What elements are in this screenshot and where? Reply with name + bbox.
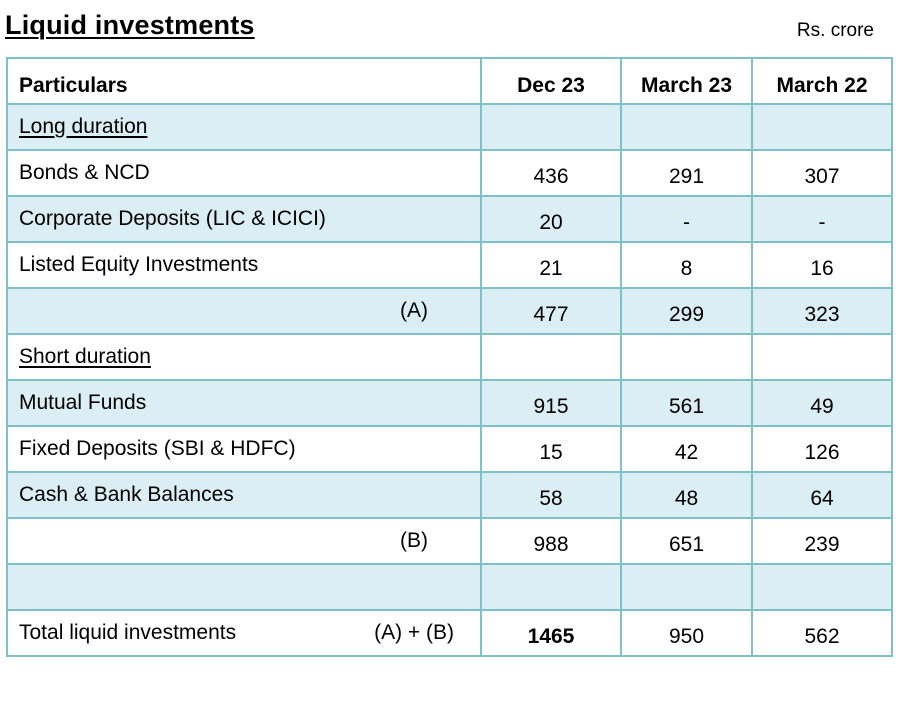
total-value-cell: 562: [751, 609, 893, 657]
page-title: Liquid investments: [5, 10, 255, 40]
value-cell: 20: [480, 195, 622, 243]
table-row: (A) 477 299 323: [6, 287, 893, 335]
table-row: Cash & Bank Balances 58 48 64: [6, 471, 893, 519]
table-row: Fixed Deposits (SBI & HDFC) 15 42 126: [6, 425, 893, 473]
section-label-cell: Short duration: [6, 333, 482, 381]
total-value-cell: 950: [620, 609, 753, 657]
value-cell: 64: [751, 471, 893, 519]
value-cell: 239: [751, 517, 893, 565]
value-cell: 307: [751, 149, 893, 197]
value-cell: [480, 563, 622, 611]
value-cell: [751, 333, 893, 381]
row-label: Mutual Funds: [6, 379, 482, 427]
value-cell: 58: [480, 471, 622, 519]
value-cell: [620, 333, 753, 381]
value-cell: 48: [620, 471, 753, 519]
value-cell: [620, 103, 753, 151]
value-cell: 42: [620, 425, 753, 473]
total-label-cell: Total liquid investments (A) + (B): [6, 609, 482, 657]
value-cell: 21: [480, 241, 622, 289]
subtotal-label: (A): [6, 287, 482, 335]
value-cell: 651: [620, 517, 753, 565]
value-cell: 988: [480, 517, 622, 565]
value-cell: 299: [620, 287, 753, 335]
value-cell: 49: [751, 379, 893, 427]
value-cell: [751, 103, 893, 151]
value-cell: 291: [620, 149, 753, 197]
value-cell: 323: [751, 287, 893, 335]
subtotal-label: (B): [6, 517, 482, 565]
header-march-23: March 23: [620, 57, 753, 105]
table-row: Mutual Funds 915 561 49: [6, 379, 893, 427]
value-cell: [480, 333, 622, 381]
value-cell: [620, 563, 753, 611]
value-cell: 915: [480, 379, 622, 427]
table-header-row: Particulars Dec 23 March 23 March 22: [6, 57, 893, 105]
table-body: Long duration Bonds & NCD 436 291 307 Corpora…: [6, 103, 893, 657]
value-cell: -: [751, 195, 893, 243]
value-cell: [751, 563, 893, 611]
section-heading: Long duration: [19, 115, 148, 138]
header-particulars: Particulars: [6, 57, 482, 105]
table-row: [6, 563, 893, 611]
value-cell: 15: [480, 425, 622, 473]
value-cell: 126: [751, 425, 893, 473]
total-value-cell: 1465: [480, 609, 622, 657]
table-row: Listed Equity Investments 21 8 16: [6, 241, 893, 289]
table-row: Long duration: [6, 103, 893, 151]
liquid-investments-table: Particulars Dec 23 March 23 March 22 Lon…: [6, 57, 893, 657]
total-formula: (A) + (B): [374, 621, 454, 644]
row-label: Bonds & NCD: [6, 149, 482, 197]
unit-label: Rs. crore: [796, 20, 874, 41]
value-cell: 561: [620, 379, 753, 427]
table-row: (B) 988 651 239: [6, 517, 893, 565]
row-label: [6, 563, 482, 611]
value-cell: 16: [751, 241, 893, 289]
value-cell: [480, 103, 622, 151]
total-label-wrap: Total liquid investments (A) + (B): [19, 621, 480, 645]
table-row: Short duration: [6, 333, 893, 381]
total-row: Total liquid investments (A) + (B) 1465 950…: [6, 609, 893, 657]
row-label: Listed Equity Investments: [6, 241, 482, 289]
value-cell: 8: [620, 241, 753, 289]
row-label: Cash & Bank Balances: [6, 471, 482, 519]
row-label: Corporate Deposits (LIC & ICICI): [6, 195, 482, 243]
section-label-cell: Long duration: [6, 103, 482, 151]
header-march-22: March 22: [751, 57, 893, 105]
value-cell: 436: [480, 149, 622, 197]
total-label: Total liquid investments: [19, 621, 237, 644]
header-dec-23: Dec 23: [480, 57, 622, 105]
section-heading: Short duration: [19, 345, 151, 368]
row-label: Fixed Deposits (SBI & HDFC): [6, 425, 482, 473]
table-row: Corporate Deposits (LIC & ICICI) 20- -: [6, 195, 893, 243]
value-cell: 477: [480, 287, 622, 335]
value-cell: -: [620, 195, 753, 243]
table-row: Bonds & NCD 436 291 307: [6, 149, 893, 197]
